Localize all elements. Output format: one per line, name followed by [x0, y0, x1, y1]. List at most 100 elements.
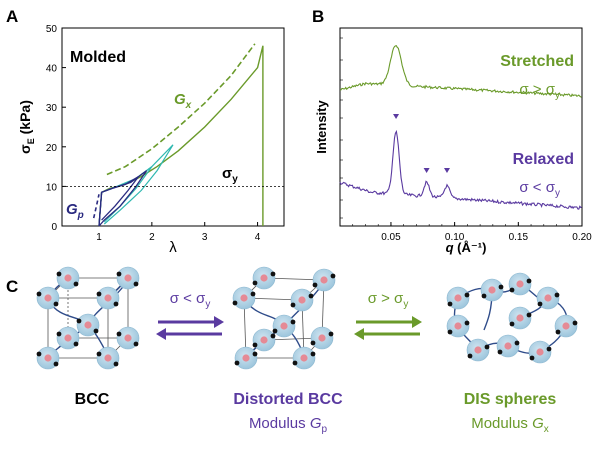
chart-a-ytick-label: 40 — [46, 64, 58, 75]
series-relaxed-line — [339, 129, 582, 210]
chart-a-frame — [61, 27, 285, 227]
chain-end — [514, 340, 520, 346]
micelle-core — [84, 321, 92, 329]
peak-markers — [393, 114, 450, 173]
chain-end — [481, 293, 487, 299]
chain-end — [73, 341, 79, 347]
chain-end — [252, 342, 258, 348]
micelle-core — [516, 314, 524, 322]
chain-end — [234, 360, 240, 366]
chain-end — [252, 280, 258, 286]
chain-end — [290, 319, 296, 325]
bcc-name: BCC — [75, 391, 110, 408]
stretched-label: Stretched — [500, 53, 574, 70]
chain-end — [498, 284, 504, 290]
chart-b-ylabel: Intensity — [314, 100, 329, 154]
micelle-core — [240, 294, 248, 302]
chain-end — [96, 291, 102, 297]
dis-spheres-structure — [446, 272, 578, 364]
chain-end — [232, 300, 238, 306]
stretched-condition: σ > σy — [519, 81, 560, 101]
distorted-bcc-name: Distorted BCC — [233, 391, 343, 408]
chart-a-series-green-solid — [98, 45, 264, 227]
chart-b-xtick-label: 0.20 — [572, 232, 592, 243]
chart-a-series-navy-dashed — [92, 194, 100, 219]
bcc-structure — [36, 266, 140, 370]
chart-b-xtick-label: 0.15 — [509, 232, 529, 243]
micelle-core — [488, 286, 496, 294]
chain-end — [312, 282, 318, 288]
chart-b-xtick-label: 0.10 — [445, 232, 465, 243]
chart-a-series — [92, 43, 264, 227]
chain-end — [252, 351, 258, 357]
chain-end — [467, 353, 473, 359]
chain-end — [56, 271, 62, 277]
micelle-core — [562, 322, 570, 330]
micelle-core — [300, 354, 308, 362]
chart-a-xlabel: λ — [169, 239, 177, 256]
chain-end — [116, 271, 122, 277]
dis-spheres-name: DIS spheres — [464, 391, 557, 408]
chain-end — [526, 312, 532, 318]
dis-spheres-modulus: Modulus Gx — [471, 415, 549, 435]
chart-a-ytick-label: 10 — [46, 182, 58, 193]
micelle-core — [260, 274, 268, 282]
chain-end — [290, 302, 296, 308]
chain-end — [93, 328, 99, 334]
chain-end — [270, 333, 276, 339]
arrow-distorted-to-dis — [354, 316, 422, 340]
chart-a-ytick-label: 30 — [46, 103, 58, 114]
chart-a-series-navy-loop — [98, 170, 148, 227]
micelle-core — [298, 296, 306, 304]
micelle-core — [124, 274, 132, 282]
chain-end — [509, 287, 515, 293]
distorted-bcc-structure — [232, 266, 336, 370]
chain-end — [447, 329, 453, 335]
chart-a-xtick-label: 3 — [202, 232, 208, 243]
chart-b-ticks: 0.05 0.10 0.15 0.20 — [340, 37, 592, 243]
chain-end — [555, 329, 561, 335]
chain-end — [497, 349, 503, 355]
gx-label: Gx — [174, 91, 192, 111]
micelle-core — [320, 276, 328, 284]
chain-end — [133, 281, 139, 287]
chain-end — [328, 331, 334, 337]
chain-end — [464, 292, 470, 298]
chain-end — [76, 318, 82, 324]
panel-c: σ < σy σ > σy BCC Distorted BCC Modulus … — [36, 266, 578, 435]
micelle-core — [544, 294, 552, 302]
panel-label-b: B — [312, 7, 324, 26]
micelle-core — [504, 342, 512, 350]
relaxed-label: Relaxed — [513, 151, 574, 168]
chain-end — [113, 361, 119, 367]
arrow-bcc-to-distorted — [156, 316, 224, 340]
panel-label-c: C — [6, 277, 18, 296]
chain-end — [133, 341, 139, 347]
chain-end — [537, 301, 543, 307]
chart-b-xlabel: q (Å⁻¹) — [446, 240, 487, 255]
chart-b: 0.05 0.10 0.15 0.20 Stretched σ > σy Relaxe… — [314, 27, 592, 255]
micelle-core — [44, 294, 52, 302]
chain-end — [554, 292, 560, 298]
micelle-core — [124, 334, 132, 342]
chain-end — [310, 340, 316, 346]
peak-marker — [393, 114, 400, 119]
gp-label: Gp — [66, 201, 84, 221]
sigma-y-label: σy — [222, 165, 238, 185]
chart-a-series-green-dashed — [106, 43, 256, 176]
micelle-core — [454, 294, 462, 302]
micelle-core — [516, 280, 524, 288]
micelle-core — [280, 322, 288, 330]
chart-a-title: Molded — [70, 49, 126, 66]
chain-end — [73, 281, 79, 287]
chain-end — [310, 351, 316, 357]
chain-end — [509, 321, 515, 327]
chain-end — [113, 301, 119, 307]
chain-end — [96, 351, 102, 357]
micelle-core — [536, 348, 544, 356]
series-stretched-line — [339, 45, 582, 98]
chain-end — [529, 355, 535, 361]
chain-end — [53, 301, 59, 307]
